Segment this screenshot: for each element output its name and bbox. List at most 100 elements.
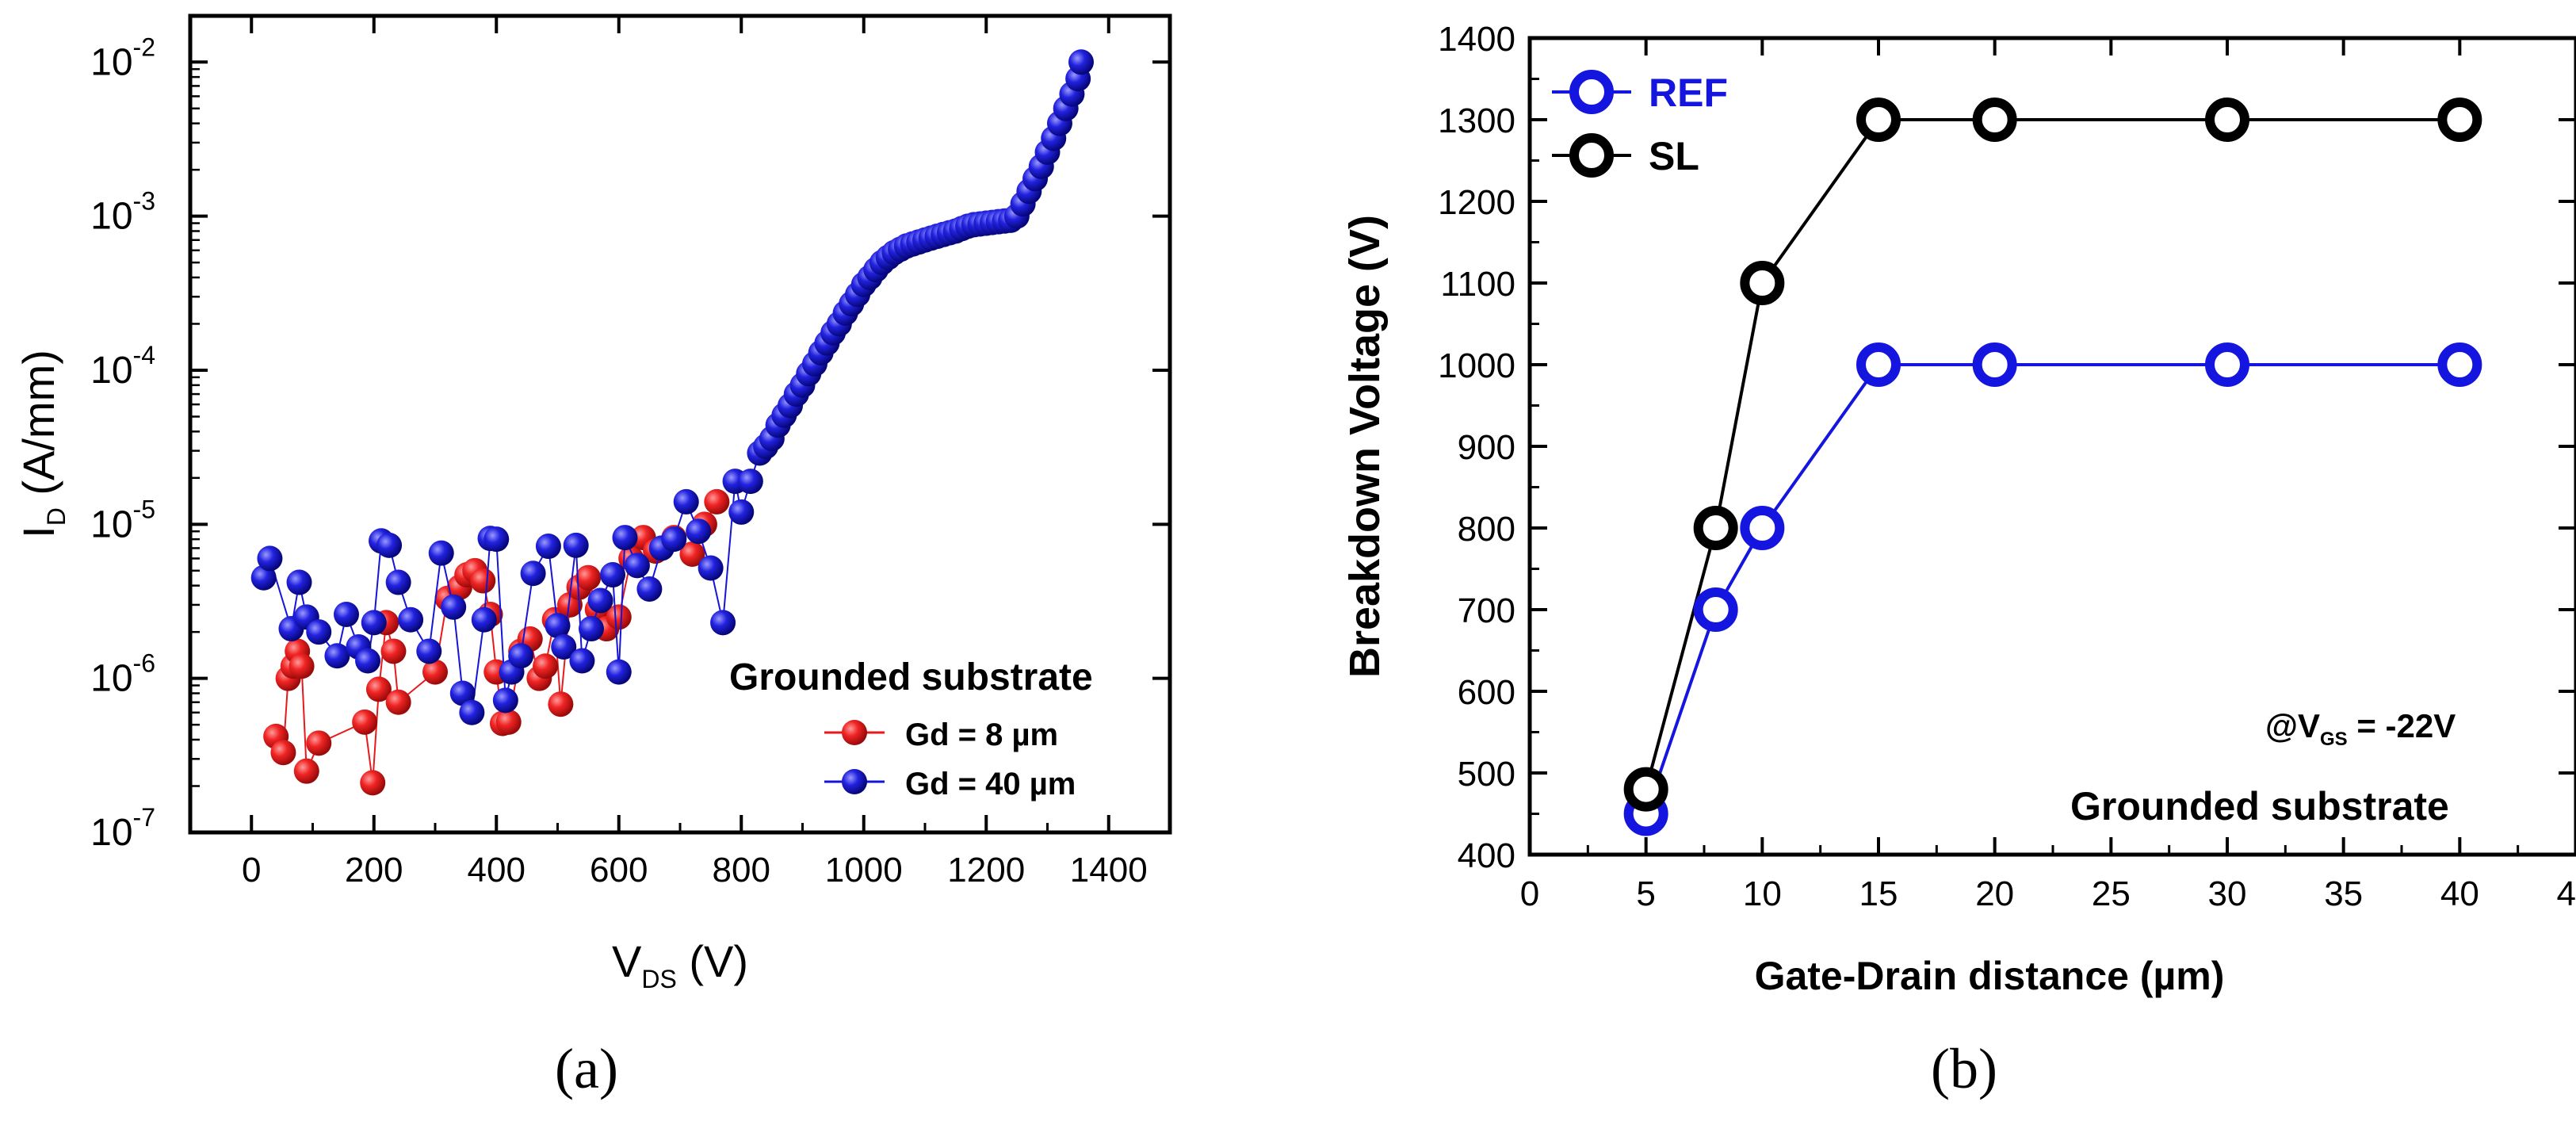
panel-b-ticks: 0 5 10 15 20 25 30 35 40 45 400 500 600 700 800 900 1000… <box>1438 20 2576 913</box>
series-gd8-point <box>470 568 496 594</box>
series-gd8-point <box>704 488 730 515</box>
series-gd40-point <box>385 569 411 595</box>
series-gd40-point <box>737 469 763 495</box>
series-sl-point <box>1856 98 1901 142</box>
panel-a-x-axis-label: VDS (V) <box>612 936 748 993</box>
legend-sl-marker <box>1569 133 1614 178</box>
series-gd8-point <box>270 740 296 766</box>
panel-b-condition: @VGS = -22V <box>2265 707 2456 750</box>
y-tick-label: 800 <box>1458 510 1515 549</box>
y-tick-label: 1200 <box>1438 183 1515 222</box>
legend-sl-label: SL <box>1649 134 1699 178</box>
x-tick-label: 600 <box>590 851 648 890</box>
x-tick-label: 45 <box>2557 874 2576 913</box>
series-gd40-point <box>355 648 381 674</box>
series-gd40-point <box>624 553 650 579</box>
series-gd40-point <box>492 687 518 714</box>
panel-b: 0 5 10 15 20 25 30 35 40 45 400 500 600 700 800 900 1000… <box>1341 20 2576 1100</box>
panel-a-annotation: Grounded substrate <box>729 656 1093 698</box>
y-tick-label: 500 <box>1458 755 1515 794</box>
series-gd40-point <box>508 643 534 669</box>
x-tick-label: 1000 <box>825 851 903 890</box>
x-tick-label: 5 <box>1636 874 1655 913</box>
series-gd40-point <box>551 633 577 660</box>
series-gd40-point <box>376 532 403 558</box>
series-gd8-point <box>422 659 448 685</box>
x-tick-label: 800 <box>713 851 770 890</box>
series-gd8-point <box>360 770 386 796</box>
series-gd8-point <box>606 604 632 630</box>
series-ref-point <box>2437 342 2482 387</box>
x-tick-label: 1200 <box>947 851 1025 890</box>
series-ref-point <box>1972 342 2017 387</box>
series-sl-point <box>2205 98 2249 142</box>
series-gd40-point <box>428 540 454 566</box>
panel-b-condition-sub: GS <box>2320 729 2348 750</box>
series-gd40-point <box>257 545 283 572</box>
x-tick-label: 25 <box>2092 874 2131 913</box>
panel-a-ticks: 0 200 400 600 800 1000 1200 1400 10-7 10-6 10-5 10-… <box>90 16 1171 890</box>
panel-a-plot-frame <box>188 13 1172 835</box>
y-tick-label: 600 <box>1458 673 1515 712</box>
panel-a-ylabel-sub: D <box>42 507 71 526</box>
series-gd40-point <box>333 602 359 628</box>
series-gd8-point <box>385 689 411 715</box>
series-gd8-point <box>306 730 332 756</box>
y-tick-label: 10-7 <box>90 803 155 854</box>
panel-a-legend: Gd = 8 µm Gd = 40 µm <box>824 717 1076 802</box>
series-gd40-point <box>545 613 571 639</box>
panel-a-xlabel-main: V <box>612 936 642 986</box>
series-gd8-point <box>495 709 522 735</box>
y-tick-label: 400 <box>1458 836 1515 875</box>
panel-a-series <box>250 49 1094 796</box>
x-tick-label: 40 <box>2440 874 2479 913</box>
y-tick-label: 10-5 <box>90 495 155 545</box>
series-gd40-point <box>578 616 604 642</box>
series-gd40-point <box>250 564 277 591</box>
series-gd40-point <box>416 638 442 664</box>
series-gd8-point <box>533 653 559 679</box>
series-gd40-point <box>483 526 510 553</box>
x-tick-label: 35 <box>2324 874 2363 913</box>
panel-b-legend: REF SL <box>1552 70 1728 178</box>
series-gd8-point <box>293 758 319 784</box>
series-gd8-point <box>679 541 705 567</box>
series-gd40-point <box>606 659 632 685</box>
y-tick-label: 900 <box>1458 428 1515 467</box>
series-gd40-point <box>471 606 497 633</box>
y-tick-label: 1300 <box>1438 101 1515 140</box>
series-gd8-point <box>380 638 407 664</box>
panel-a-ylabel-main: I <box>13 526 63 538</box>
series-gd40-point <box>698 555 724 581</box>
y-tick-label: 10-2 <box>90 33 155 83</box>
y-tick-label: 10-3 <box>90 187 155 238</box>
x-tick-label: 10 <box>1743 874 1782 913</box>
panel-b-annotation: Grounded substrate <box>2070 784 2449 828</box>
y-tick-label: 1400 <box>1438 20 1515 59</box>
series-sl-point <box>1693 506 1738 550</box>
x-tick-label: 30 <box>2208 874 2247 913</box>
panel-a-label: (a) <box>555 1037 618 1100</box>
series-gd40-point <box>449 680 476 706</box>
series-gd40-point <box>324 643 350 669</box>
series-sl-line <box>1644 118 2460 790</box>
series-gd40-point <box>535 534 561 560</box>
y-tick-label: 10-6 <box>90 649 155 700</box>
series-gd8-point <box>575 564 602 591</box>
series-gd40-point <box>1068 49 1094 75</box>
series-gd40-point <box>361 610 387 636</box>
x-tick-label: 20 <box>1975 874 2014 913</box>
series-gd40-point <box>728 499 755 525</box>
x-tick-label: 15 <box>1859 874 1898 913</box>
series-gd8-point <box>548 691 574 717</box>
x-tick-label: 0 <box>242 851 261 890</box>
series-gd40-point <box>636 576 663 602</box>
y-tick-label: 10-4 <box>90 341 155 392</box>
panel-a-xlabel-unit: (V) <box>677 936 748 986</box>
series-gd40-point <box>686 518 712 545</box>
series-gd40-point <box>441 594 467 620</box>
series-gd40-point <box>306 619 332 645</box>
legend-gd40-label: Gd = 40 µm <box>905 767 1076 802</box>
panel-b-label: (b) <box>1931 1037 1997 1100</box>
legend-gd8-label: Gd = 8 µm <box>905 717 1058 752</box>
